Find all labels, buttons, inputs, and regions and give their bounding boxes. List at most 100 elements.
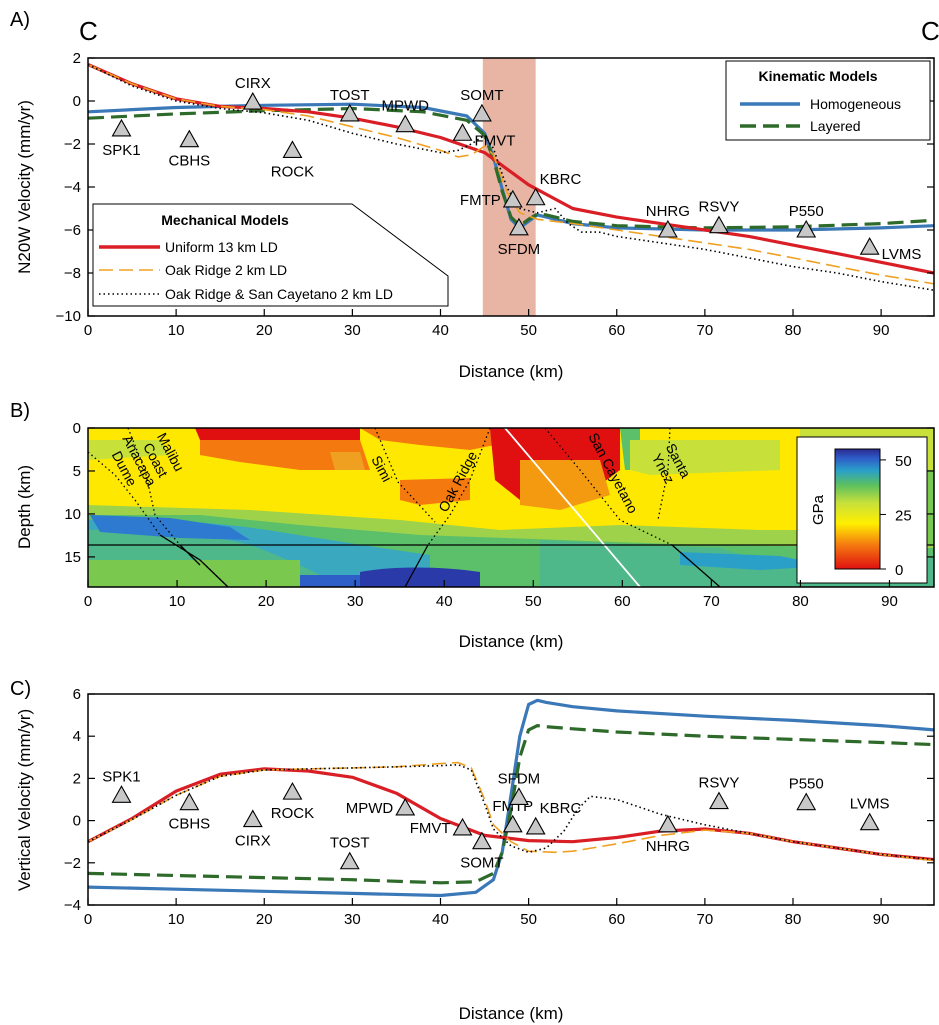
panel-c-series-layered — [88, 724, 934, 885]
panel-a: A) SPK1 CBHS CIRX ROCK TOST MPWD FMVT SOMT FMTP S… — [10, 9, 935, 381]
panel-c-station-label-sfdm: SFDM — [498, 770, 541, 787]
panel-c-station-label-mpwd: MPWD — [346, 800, 394, 817]
panel-a-ytick-label: −8 — [64, 265, 81, 282]
panel-c-station-label-kbrc: KBRC — [540, 800, 582, 817]
panel-c-station-label-lvms: LVMS — [850, 796, 890, 813]
colorbar-label: GPa — [810, 494, 827, 525]
panel-a-shaded-band — [482, 58, 536, 316]
panel-b: B) — [10, 400, 935, 651]
panel-c-station-label-somt: SOMT — [460, 855, 503, 872]
panel-c-station-label-spk1: SPK1 — [102, 768, 140, 785]
panel-c-ytick-label: −4 — [64, 897, 81, 914]
panel-c-station-marker-kbrc — [525, 816, 546, 835]
panel-c-station-marker-sfdm — [508, 787, 529, 805]
panel-a-station-marker-p550 — [796, 219, 817, 238]
panel-c-xtick-label: 90 — [873, 911, 890, 928]
panel-a-station-marker-fmvt — [452, 123, 473, 141]
panel-c-ytick-label: −2 — [64, 855, 81, 872]
panel-a-ytick-label: 0 — [73, 93, 81, 110]
legend-oakridge-sancayetano-label: Oak Ridge & San Cayetano 2 km LD — [165, 286, 393, 302]
panel-c-station-label-rock: ROCK — [271, 805, 314, 822]
panel-a-station-marker-nhrg — [657, 219, 678, 238]
panel-c-frame — [87, 693, 935, 906]
panel-a-station-marker-rsvy — [709, 215, 729, 234]
san-cayetano-white-line — [504, 428, 641, 587]
panel-c-station-marker-fmtp — [502, 814, 523, 833]
panel-c-station-label-cbhs: CBHS — [169, 816, 211, 833]
panel-a-station-label-fmvt: FMVT — [475, 132, 516, 149]
panel-b-letter: B) — [10, 400, 30, 422]
panel-c-ytick-label: 0 — [73, 813, 81, 830]
panel-a-station-marker-cbhs — [179, 129, 200, 148]
panel-b-xtick-label: 0 — [84, 593, 92, 610]
panel-b-xtick-label: 80 — [792, 593, 809, 610]
panel-a-xtick-label: 80 — [785, 322, 802, 339]
panel-b-xtick-label: 70 — [703, 593, 720, 610]
panel-a-station-marker-tost — [339, 103, 360, 122]
panel-a-xtick-label: 90 — [873, 322, 890, 339]
panel-b-ytick-label: 5 — [73, 463, 81, 480]
panel-b-xtick-label: 90 — [881, 593, 898, 610]
panel-a-xtick-label: 30 — [344, 322, 361, 339]
panel-a-station-label-lvms: LVMS — [882, 246, 922, 263]
panel-c-xtick-label: 50 — [520, 911, 537, 928]
panel-a-station-marker-spk1 — [111, 118, 132, 137]
panel-a-station-label-tost: TOST — [330, 87, 370, 104]
panel-a-station-marker-sfdm — [508, 217, 529, 236]
panel-a-station-label-somt: SOMT — [460, 87, 503, 104]
colorbar-gradient — [834, 448, 881, 570]
panel-b-frame — [87, 427, 935, 588]
panel-c-station-marker-rock — [282, 781, 303, 800]
panel-a-station-label-cirx: CIRX — [235, 75, 271, 92]
panel-b-ytick-label: 10 — [64, 506, 81, 523]
panel-a-station-label-p550: P550 — [789, 203, 824, 220]
fault-traces — [88, 428, 721, 587]
panel-c-xtick-label: 80 — [785, 911, 802, 928]
panel-a-letter: A) — [10, 9, 30, 31]
panel-c-station-label-fmvt: FMVT — [410, 820, 451, 837]
panel-a-ytick-label: −6 — [64, 222, 81, 239]
kinematic-legend-title: Kinematic Models — [758, 68, 877, 84]
panel-a-station-label-fmtp: FMTP — [460, 192, 501, 209]
panel-c-xtick-label: 70 — [697, 911, 714, 928]
panel-b-xtick-label: 20 — [258, 593, 275, 610]
panel-a-series-oak-ridge-2-km-ld — [88, 63, 934, 285]
panel-b-ytick-label: 15 — [64, 549, 81, 566]
panel-a-station-label-rock: ROCK — [271, 163, 314, 180]
panel-c-series-homogeneous — [88, 698, 934, 898]
panel-a-station-marker-lvms — [859, 237, 880, 255]
panel-c-station-label-p550: P550 — [789, 776, 824, 793]
panel-c-station-label-nhrg: NHRG — [646, 838, 690, 855]
mechanical-legend-title: Mechanical Models — [161, 212, 289, 228]
panel-b-xtick-label: 30 — [347, 593, 364, 610]
panel-c-station-label-tost: TOST — [330, 835, 370, 852]
legend-uniform-label: Uniform 13 km LD — [165, 239, 278, 255]
panel-c-station-marker-cirx — [242, 809, 263, 828]
panel-c-letter: C) — [10, 678, 31, 700]
panel-c-station-marker-fmvt — [452, 817, 473, 836]
panel-a-station-marker-somt — [471, 103, 492, 122]
panel-c-xtick-label: 30 — [344, 911, 361, 928]
panel-a-xtick-label: 70 — [697, 322, 714, 339]
colorbar-tick-label: 50 — [895, 453, 912, 470]
panel-a-station-label-mpwd: MPWD — [382, 98, 430, 115]
colorbar-tick-label: 25 — [895, 507, 912, 524]
panel-a-station-marker-kbrc — [525, 187, 546, 206]
panel-a-xtick-label: 20 — [256, 322, 273, 339]
panel-b-xtick-label: 60 — [614, 593, 631, 610]
panel-a-station-label-kbrc: KBRC — [540, 171, 582, 188]
legend-layered-label: Layered — [810, 118, 861, 134]
panel-b-ytick-label: 0 — [73, 420, 81, 437]
panel-a-ylabel: N20W Velocity (mm/yr) — [15, 100, 34, 274]
panel-c-station-marker-tost — [339, 851, 360, 870]
panel-c-xtick-label: 60 — [608, 911, 625, 928]
panel-a-station-marker-cirx — [242, 91, 263, 110]
panel-a-station-marker-rock — [282, 140, 303, 158]
colorbar-tick-label: 0 — [895, 562, 903, 579]
panel-a-xlabel: Distance (km) — [459, 362, 564, 381]
panel-c-station-marker-cbhs — [179, 792, 200, 811]
panel-c: C) SPK1CBHSCIRXROCKTOSTMPWDFMVTSOMTFMTPS… — [10, 678, 935, 1023]
panel-a-xtick-label: 40 — [432, 322, 449, 339]
panel-c-station-marker-p550 — [796, 792, 817, 811]
rigidity-heatmap — [88, 428, 934, 587]
